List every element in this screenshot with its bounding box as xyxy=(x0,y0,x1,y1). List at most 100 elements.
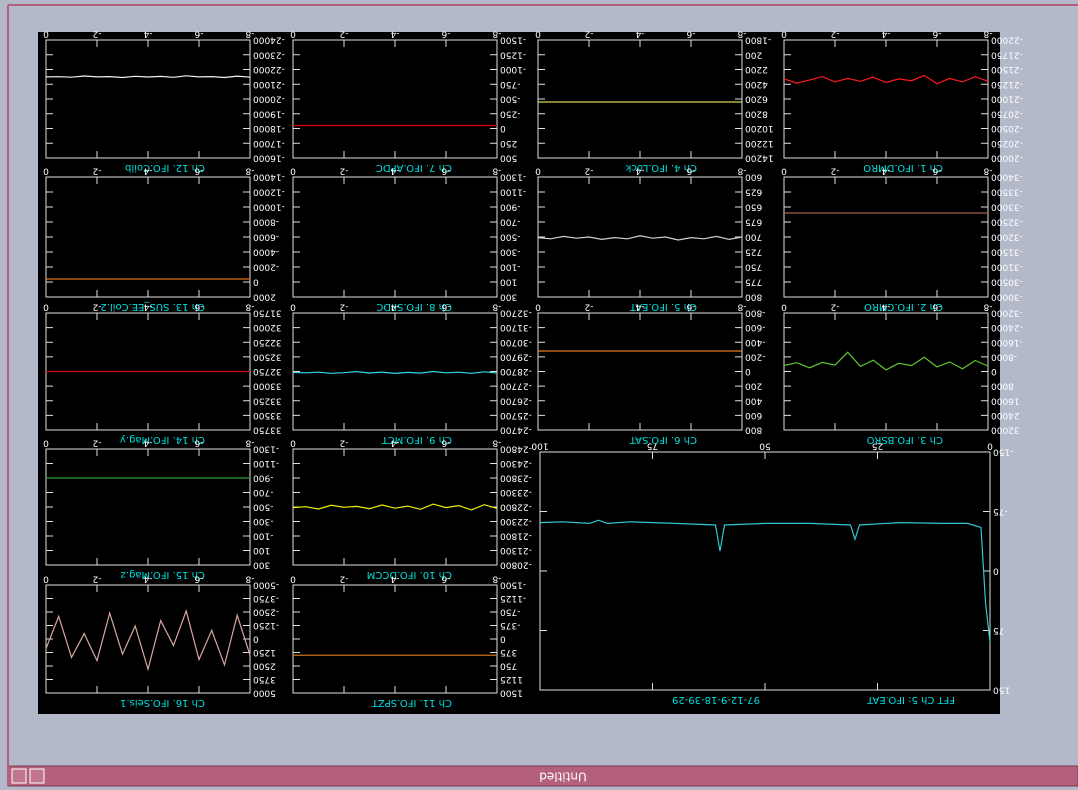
trace xyxy=(783,74,989,85)
plot-title: Ch 3. IFO.BSRO xyxy=(866,434,943,445)
x-tick-label: 0 xyxy=(43,574,49,584)
y-tick-label: -1000 xyxy=(500,64,526,74)
y-tick-label: 775 xyxy=(745,277,762,287)
y-tick-label: -20750 xyxy=(991,108,1023,118)
y-tick-label: 800 xyxy=(745,425,762,435)
y-tick-label: -1125 xyxy=(500,593,526,603)
x-tick-label: -8 xyxy=(245,166,254,176)
y-tick-label: -30500 xyxy=(991,277,1023,287)
y-tick-label: 32500 xyxy=(253,351,282,361)
x-tick-label: -4 xyxy=(390,166,399,176)
x-tick-label: -2 xyxy=(831,29,840,39)
y-tick-label: -2500 xyxy=(253,607,279,617)
plot-title: Ch 7. IFO.APDC xyxy=(376,162,452,173)
y-tick-label: 150 xyxy=(993,685,1010,695)
x-tick-label: -2 xyxy=(340,302,349,312)
y-tick-label: 300 xyxy=(500,292,517,302)
y-tick-label: 375 xyxy=(500,647,517,657)
y-tick-label: -150 xyxy=(993,447,1014,457)
y-tick-label: -33000 xyxy=(991,202,1023,212)
y-tick-label: 32750 xyxy=(253,366,282,376)
x-tick-label: -4 xyxy=(635,29,644,39)
y-tick-label: -17000 xyxy=(253,138,285,148)
y-tick-label: 400 xyxy=(745,395,762,405)
plot-title: Ch 2. IFO.CMRO xyxy=(864,301,943,312)
plot-title: Ch 6. IFO.SAT xyxy=(629,434,697,445)
x-tick-label: -6 xyxy=(441,574,450,584)
plot-title: Ch 11. IFO.SPZT xyxy=(371,697,452,708)
x-tick-label: -2 xyxy=(585,302,594,312)
window-button[interactable] xyxy=(11,768,27,784)
x-tick-label: 0 xyxy=(290,166,296,176)
y-tick-label: 1250 xyxy=(253,647,276,657)
x-tick-label: -8 xyxy=(492,438,501,448)
y-tick-label: -1300 xyxy=(500,172,526,182)
y-tick-label: -500 xyxy=(500,232,521,242)
y-tick-label: 33750 xyxy=(253,425,282,435)
y-tick-label: 14200 xyxy=(745,153,774,163)
x-tick-label: -6 xyxy=(194,438,203,448)
y-tick-label: 16000 xyxy=(991,395,1020,405)
x-tick-label: 100 xyxy=(531,441,548,451)
y-tick-label: 0 xyxy=(745,366,751,376)
x-tick-label: -8 xyxy=(492,574,501,584)
y-tick-label: 200 xyxy=(745,381,762,391)
y-tick-label: -16000 xyxy=(253,153,285,163)
y-tick-label: -100 xyxy=(500,262,521,272)
y-tick-label: -5000 xyxy=(253,580,279,590)
x-tick-label: -6 xyxy=(686,302,695,312)
y-tick-label: -21000 xyxy=(991,94,1023,104)
x-tick-label: -6 xyxy=(932,302,941,312)
y-tick-label: -24300 xyxy=(500,458,532,468)
y-tick-label: 100 xyxy=(253,545,270,555)
y-tick-label: 32000 xyxy=(253,322,282,332)
x-tick-label: 0 xyxy=(535,166,541,176)
y-tick-label: -32700 xyxy=(500,308,532,318)
y-tick-label: 8200 xyxy=(745,108,768,118)
x-tick-label: -6 xyxy=(194,29,203,39)
window-button[interactable] xyxy=(29,768,45,784)
y-tick-label: 2000 xyxy=(253,292,276,302)
x-tick-label: -4 xyxy=(143,302,152,312)
x-tick-label: 0 xyxy=(781,29,787,39)
y-tick-label: -300 xyxy=(500,247,521,257)
y-tick-label: -21300 xyxy=(500,545,532,555)
y-tick-label: -31000 xyxy=(991,262,1023,272)
y-tick-label: -23000 xyxy=(253,49,285,59)
y-tick-label: 625 xyxy=(745,187,762,197)
y-tick-label: -31700 xyxy=(500,322,532,332)
y-tick-label: -28700 xyxy=(500,366,532,376)
x-tick-label: 0 xyxy=(987,441,993,451)
y-tick-label: -20000 xyxy=(253,94,285,104)
y-tick-label: 33500 xyxy=(253,410,282,420)
x-tick-label: -2 xyxy=(93,438,102,448)
x-tick-label: -8 xyxy=(983,302,992,312)
y-tick-label: -8000 xyxy=(253,217,279,227)
y-tick-label: -3750 xyxy=(253,593,279,603)
x-tick-label: -6 xyxy=(932,166,941,176)
x-tick-label: -4 xyxy=(390,302,399,312)
y-tick-label: 0 xyxy=(991,366,997,376)
x-tick-label: -8 xyxy=(245,302,254,312)
x-tick-label: -4 xyxy=(881,29,890,39)
y-tick-label: 4200 xyxy=(745,79,768,89)
y-tick-label: -21800 xyxy=(500,531,532,541)
x-tick-label: -2 xyxy=(585,29,594,39)
x-tick-label: -2 xyxy=(93,574,102,584)
y-tick-label: -75 xyxy=(993,506,1008,516)
y-tick-label: 75 xyxy=(993,625,1004,635)
x-tick-label: -2 xyxy=(93,166,102,176)
y-tick-label: -24000 xyxy=(991,322,1023,332)
y-tick-label: 300 xyxy=(253,560,270,570)
y-tick-label: 0 xyxy=(500,123,506,133)
y-tick-label: -16000 xyxy=(991,337,1023,347)
y-tick-label: -375 xyxy=(500,620,520,630)
x-tick-label: 0 xyxy=(781,302,787,312)
y-tick-label: 33000 xyxy=(253,381,282,391)
x-tick-label: -8 xyxy=(245,574,254,584)
y-tick-label: 3750 xyxy=(253,674,276,684)
y-tick-label: -26700 xyxy=(500,395,532,405)
y-tick-label: 750 xyxy=(500,661,517,671)
